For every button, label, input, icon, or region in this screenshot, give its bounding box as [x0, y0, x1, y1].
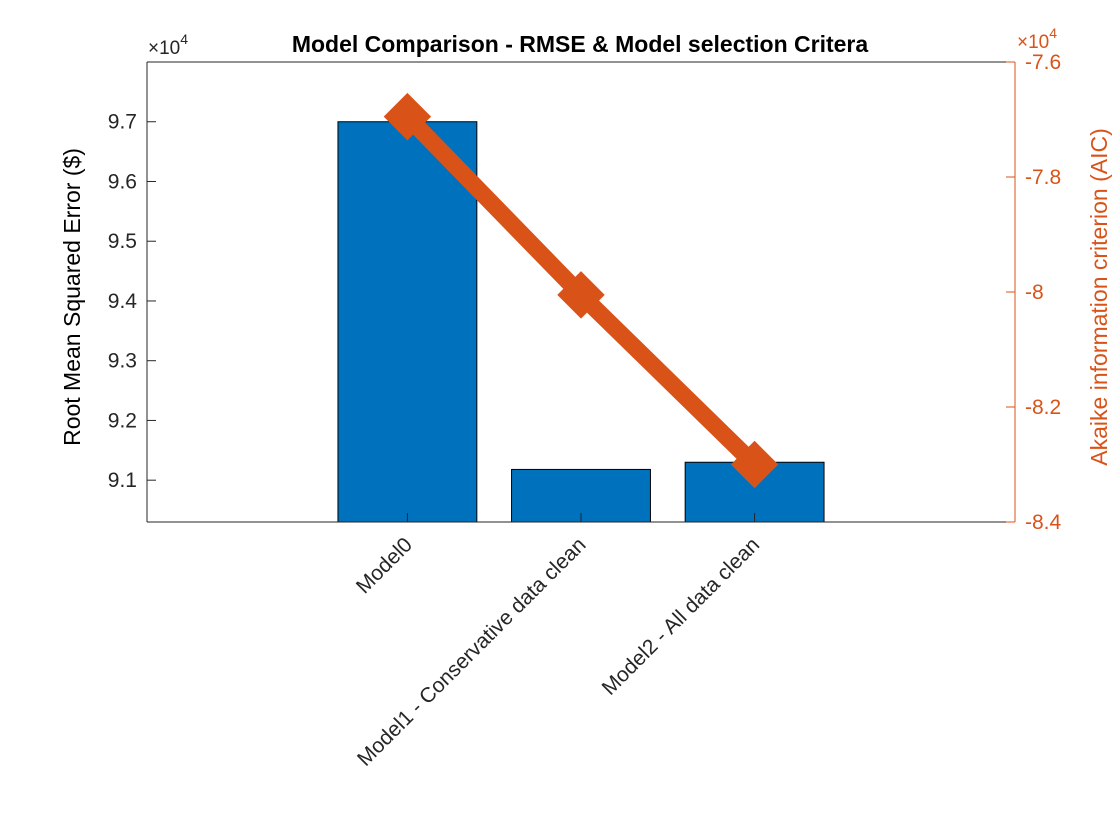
left-axis-label: Root Mean Squared Error ($) [59, 148, 85, 446]
chart-title: Model Comparison - RMSE & Model selectio… [292, 31, 869, 57]
left-tick-label: 9.3 [108, 350, 137, 373]
tick-labels-layer: 9.1 9.2 9.3 9.4 9.5 9.6 9.7 -7.6 -7.8 -8 -8.2 -8.4 M… [108, 51, 1062, 771]
left-tick-label: 9.7 [108, 111, 137, 134]
left-tick-label: 9.1 [108, 469, 137, 492]
aic-line-layer [383, 92, 779, 489]
category-label-3: Model2 - All data clean [598, 533, 765, 700]
left-tick-label: 9.4 [108, 290, 138, 313]
left-multiplier-base: ×10 [148, 38, 180, 59]
svg-text:×104: ×104 [1017, 25, 1057, 53]
svg-text:×104: ×104 [148, 31, 188, 59]
axes-layer [146, 61, 1016, 523]
aic-marker-1 [383, 92, 432, 141]
bar-1 [337, 121, 478, 523]
aic-marker-3 [730, 440, 779, 489]
left-multiplier-exponent: 4 [180, 31, 188, 47]
right-tick-label: -7.6 [1025, 51, 1061, 74]
right-tick-label: -8 [1025, 281, 1044, 304]
left-axis-multiplier: ×104 [148, 31, 188, 59]
category-label-1: Model0 [352, 533, 417, 598]
right-tick-label: -7.8 [1025, 166, 1061, 189]
left-tick-label: 9.6 [108, 170, 137, 193]
right-axis-label: Akaike information criterion (AIC) [1086, 128, 1112, 465]
left-tick-label: 9.5 [108, 230, 137, 253]
left-tick-label: 9.2 [108, 409, 137, 432]
right-axis-multiplier: ×104 [1017, 25, 1057, 53]
right-multiplier-exponent: 4 [1049, 25, 1057, 41]
right-tick-label: -8.4 [1025, 511, 1062, 534]
right-tick-label: -8.2 [1025, 396, 1061, 419]
right-multiplier-base: ×10 [1017, 32, 1049, 53]
aic-marker-2 [557, 271, 605, 319]
